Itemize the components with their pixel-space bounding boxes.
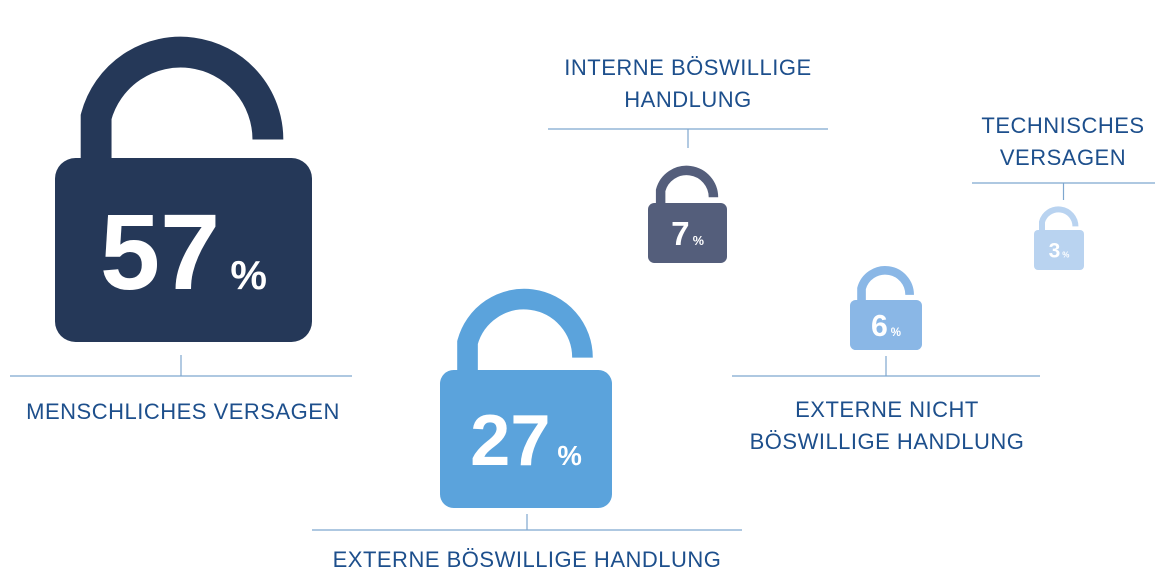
lock-body — [55, 158, 312, 342]
value-unit: % — [1062, 251, 1069, 260]
value-label: 6% — [871, 310, 901, 343]
lock: 57% — [10, 36, 352, 377]
value-label: 57% — [100, 191, 267, 312]
lock-body — [648, 203, 727, 263]
value-number: 7 — [671, 216, 689, 253]
value-number: 27 — [470, 401, 550, 481]
value-number: 3 — [1049, 240, 1061, 263]
lock: 27% — [312, 288, 742, 531]
value-unit: % — [891, 327, 901, 339]
lock-body — [850, 300, 922, 350]
value-number: 57 — [100, 191, 220, 312]
category-label: EXTERNE BÖSWILLIGE HANDLUNG — [332, 547, 722, 572]
lock-body — [440, 370, 612, 508]
lock-shackle — [80, 36, 284, 162]
lock-shackle — [857, 266, 914, 304]
value-unit: % — [230, 252, 267, 298]
category-label: TECHNISCHES VERSAGEN — [981, 113, 1145, 170]
value-label: 7% — [671, 216, 704, 253]
value-number: 6 — [871, 310, 888, 343]
value-label: 3% — [1049, 240, 1070, 263]
value-label: 27% — [470, 401, 582, 481]
category-label: EXTERNE NICHT BÖSWILLIGE HANDLUNG — [749, 397, 1025, 454]
category-label: MENSCHLICHES VERSAGEN — [26, 399, 340, 424]
value-unit: % — [557, 440, 581, 471]
category-label: INTERNE BÖSWILLIGE HANDLUNG — [564, 55, 812, 112]
lock-body — [1034, 230, 1084, 270]
lock: 3% — [972, 182, 1155, 270]
lock-shackle — [655, 165, 719, 207]
lock: 7% — [548, 128, 828, 263]
lock-shackle — [457, 288, 593, 374]
value-unit: % — [693, 234, 704, 248]
lock-shackle — [1039, 206, 1079, 234]
lock: 6% — [732, 266, 1040, 377]
